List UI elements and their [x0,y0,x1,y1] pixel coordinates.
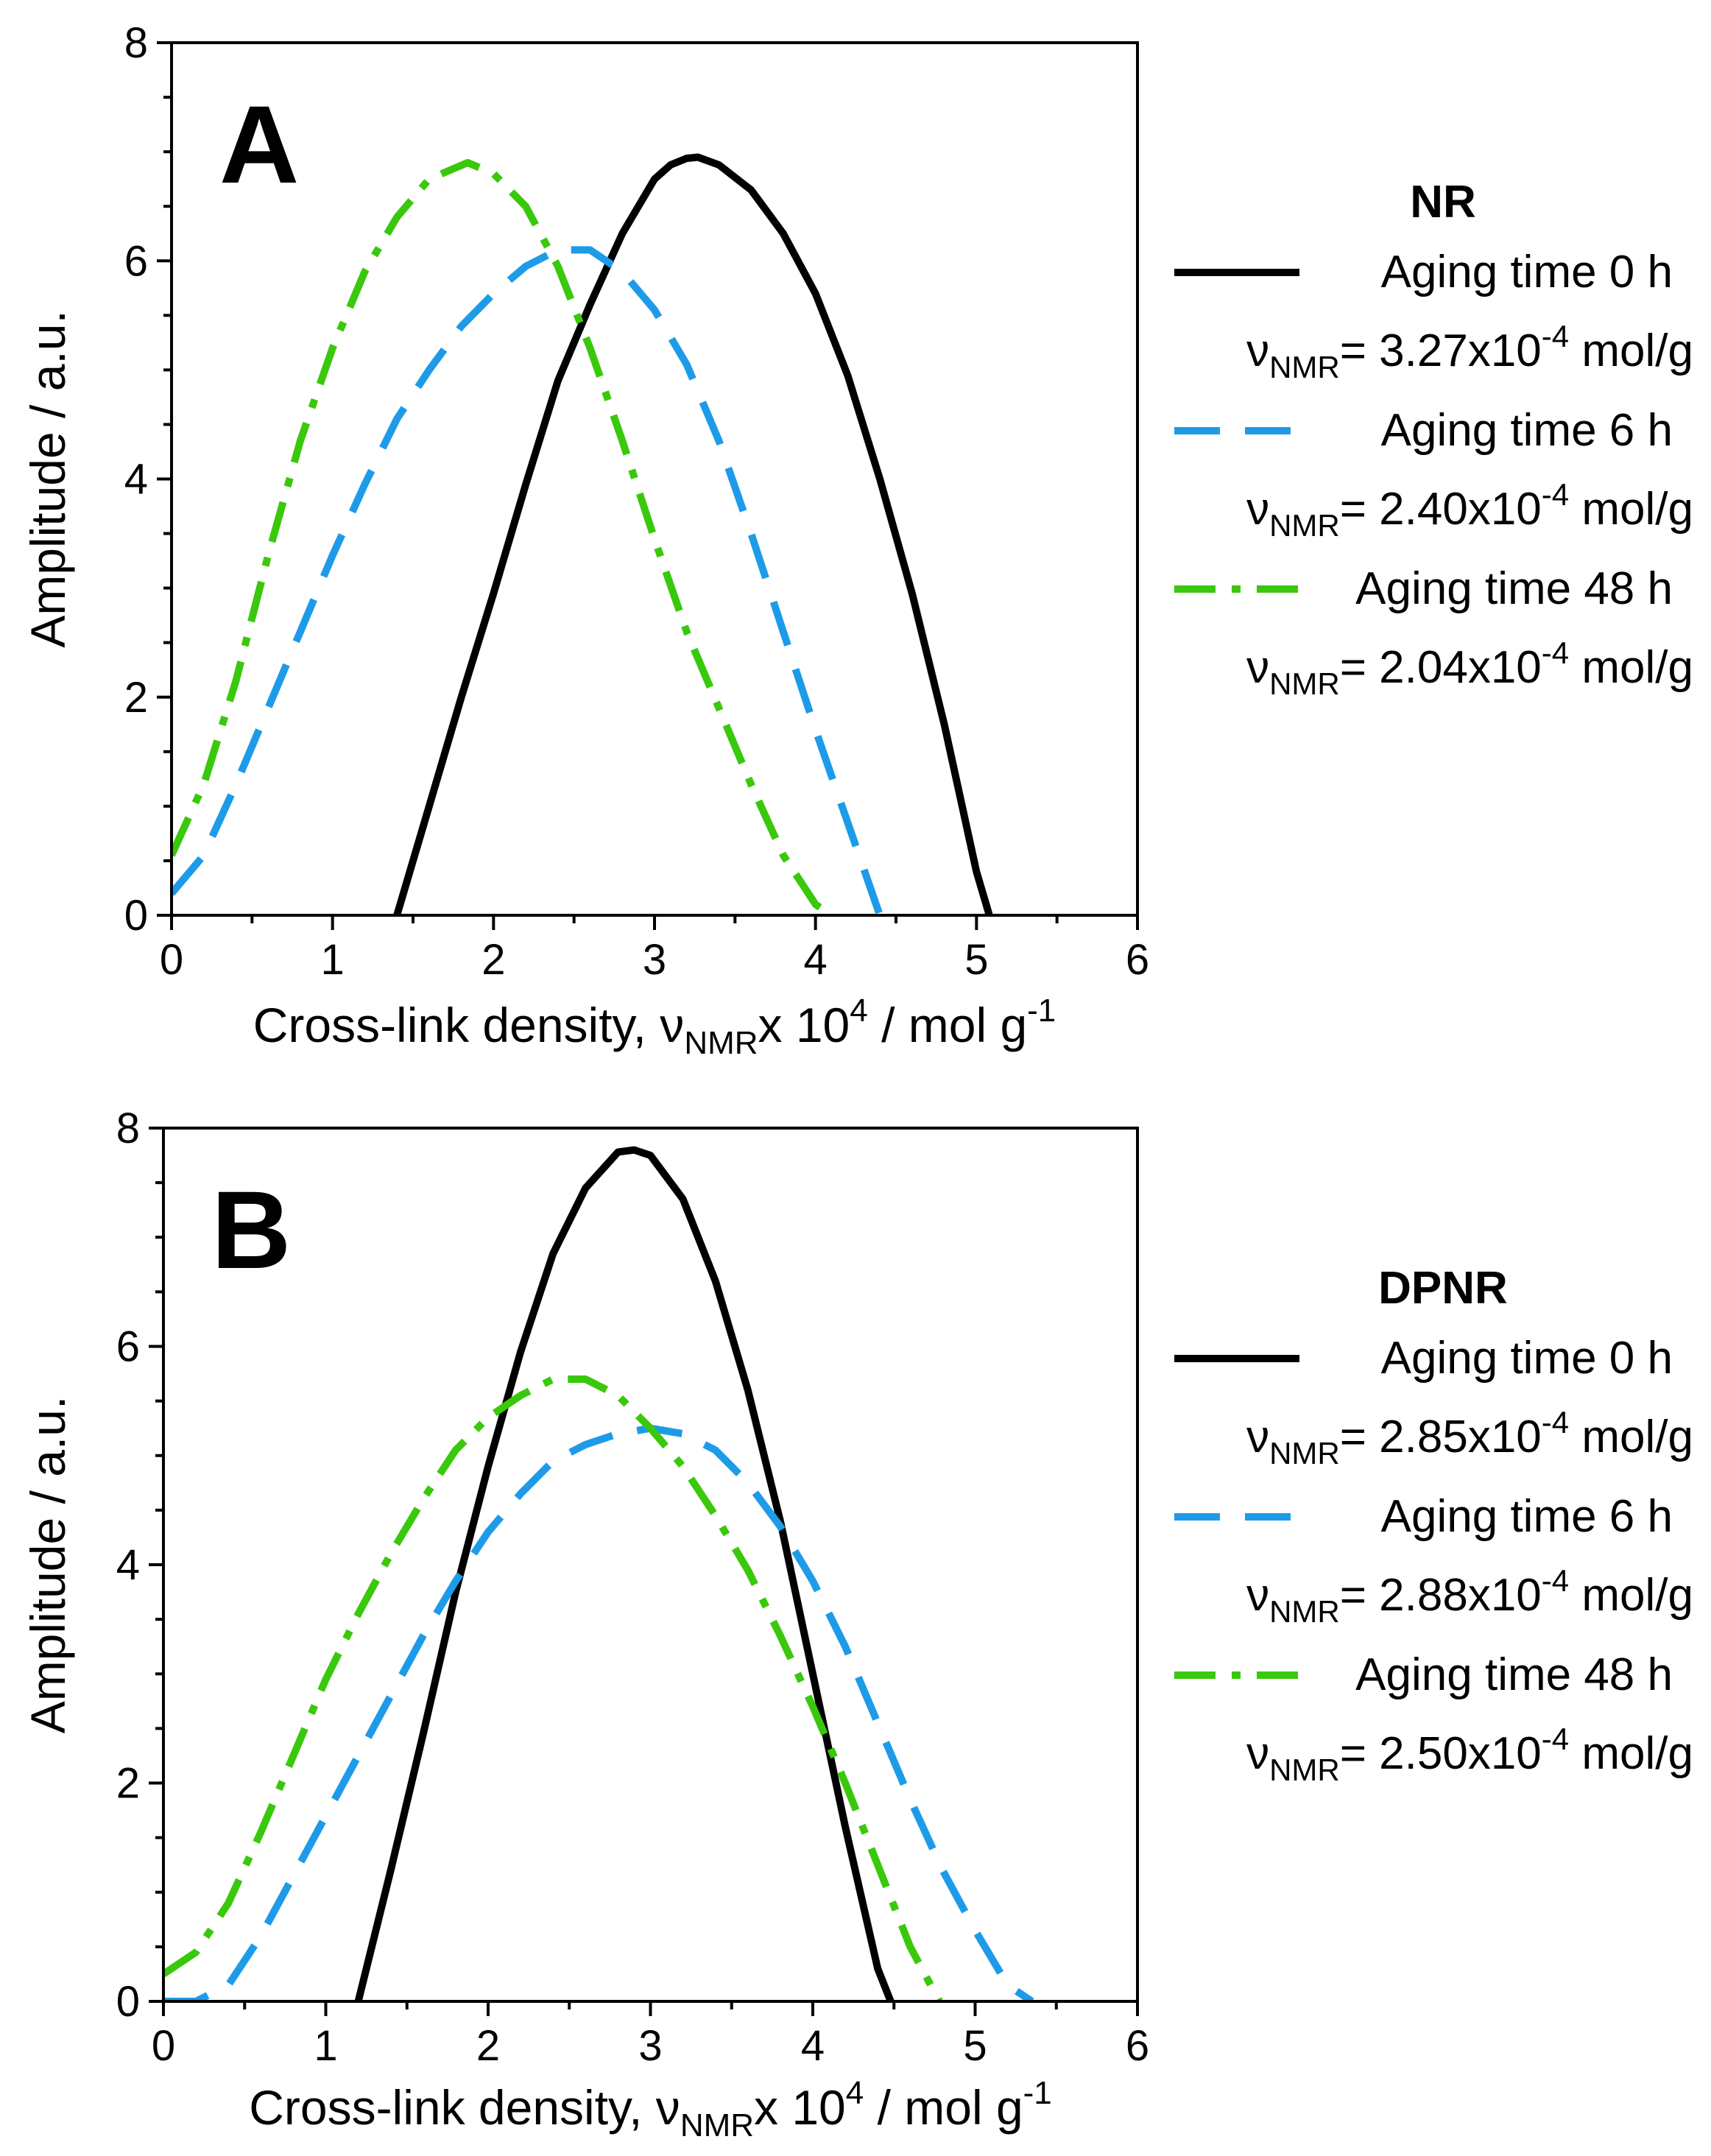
x-tick-label: 4 [801,2022,825,2070]
chart-panel-b: 0 1 2 3 4 5 6 0 2 4 6 8 B Amplitude / a.u. Cross-link … [21,1105,1693,2143]
y-tick-label: 0 [116,1978,140,2026]
y-axis-label: Amplitude / a.u. [21,1396,75,1734]
legend: NR Aging time 0 h νNMR= 3.27x10-4 mol/g Agi… [1174,177,1693,701]
y-tick-label: 4 [124,456,148,504]
series-line-aging-time-48-h [172,158,834,915]
panel-label: B [211,1168,291,1292]
series-line-aging-time-48-h [163,1375,943,2001]
x-axis-label: Cross-link density, νNMRx 104 / mol g-1 [253,993,1056,1061]
y-tick-label: 6 [116,1323,140,1371]
legend-entry-crosslink-value: νNMR= 3.27x10-4 mol/g [1246,319,1693,384]
x-axis-label: Cross-link density, νNMRx 104 / mol g-1 [249,2075,1052,2143]
y-tick-label: 8 [124,19,148,67]
legend-entry-crosslink-value: νNMR= 2.88x10-4 mol/g [1246,1563,1693,1629]
y-tick-label: 2 [124,674,148,722]
x-tick-label: 5 [964,936,988,984]
series-line-aging-time-6-h [163,1424,1034,2001]
x-tick-label: 1 [314,2022,337,2070]
y-tick-label: 2 [116,1760,140,1808]
x-tick-label: 6 [1126,936,1149,984]
plot-frame [162,1127,1139,2003]
x-tick-label: 4 [804,936,828,984]
y-tick-label: 6 [124,237,148,285]
legend-entry-label: Aging time 0 h [1381,247,1673,297]
legend-entry-label: Aging time 6 h [1381,1491,1673,1542]
y-tick-label: 8 [116,1105,140,1152]
y-tick-label: 0 [124,892,148,940]
legend-entry-label: Aging time 48 h [1355,1649,1673,1700]
x-tick-label: 0 [160,936,183,984]
x-tick-label: 5 [963,2022,987,2070]
x-tick-label: 2 [481,936,505,984]
legend-title: NR [1410,177,1476,228]
plot-frame [170,41,1139,917]
x-tick-label: 3 [643,936,666,984]
x-tick-label: 2 [476,2022,500,2070]
y-tick-label: 4 [116,1541,140,1589]
legend-entry-crosslink-value: νNMR= 2.50x10-4 mol/g [1246,1722,1693,1787]
legend-entry-label: Aging time 0 h [1381,1333,1673,1384]
chart-panel-a: 0 1 2 3 4 5 6 0 2 4 6 8 A Amplitude / a.u. Cross-link … [21,19,1693,1061]
legend-entry-label: Aging time 6 h [1381,405,1673,456]
series-line-aging-time-0-h [354,1146,895,2001]
legend-entry-label: Aging time 48 h [1355,563,1673,614]
legend-entry-crosslink-value: νNMR= 2.85x10-4 mol/g [1246,1405,1693,1470]
legend: DPNR Aging time 0 h νNMR= 2.85x10-4 mol/g A… [1174,1263,1693,1787]
series-line-aging-time-0-h [393,153,993,915]
legend-title: DPNR [1378,1263,1508,1314]
legend-entry-crosslink-value: νNMR= 2.04x10-4 mol/g [1246,635,1693,701]
panel-label: A [219,82,299,206]
series-line-aging-time-6-h [172,246,883,915]
legend-entry-crosslink-value: νNMR= 2.40x10-4 mol/g [1246,477,1693,543]
x-tick-label: 6 [1126,2022,1149,2070]
x-tick-label: 1 [321,936,345,984]
x-tick-label: 3 [638,2022,662,2070]
y-axis-label: Amplitude / a.u. [21,310,75,648]
x-tick-label: 0 [152,2022,175,2070]
